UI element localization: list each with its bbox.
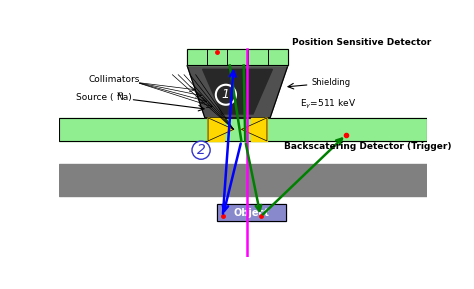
Bar xyxy=(251,118,267,141)
Text: Source (: Source ( xyxy=(76,93,114,102)
Text: Backscatering Detector (Trigger): Backscatering Detector (Trigger) xyxy=(284,142,452,151)
Text: Na): Na) xyxy=(117,93,132,102)
Bar xyxy=(59,118,427,141)
Bar xyxy=(187,49,288,66)
Bar xyxy=(217,204,286,221)
Text: 1: 1 xyxy=(222,88,230,101)
Text: E$_\gamma$=511 keV: E$_\gamma$=511 keV xyxy=(300,97,356,110)
Text: Position Sensitive Detector: Position Sensitive Detector xyxy=(292,38,431,47)
Text: Collimators: Collimators xyxy=(89,75,140,84)
Polygon shape xyxy=(241,118,267,141)
Polygon shape xyxy=(208,118,234,141)
Polygon shape xyxy=(187,66,288,118)
Text: 2: 2 xyxy=(197,143,206,157)
Bar xyxy=(208,118,224,141)
Text: Object: Object xyxy=(234,208,269,218)
Text: 22: 22 xyxy=(117,92,124,97)
Text: Shielding: Shielding xyxy=(311,78,350,87)
Bar xyxy=(187,49,288,66)
Bar xyxy=(217,204,286,221)
Bar xyxy=(59,118,427,141)
Polygon shape xyxy=(202,69,273,114)
Bar xyxy=(59,164,427,197)
